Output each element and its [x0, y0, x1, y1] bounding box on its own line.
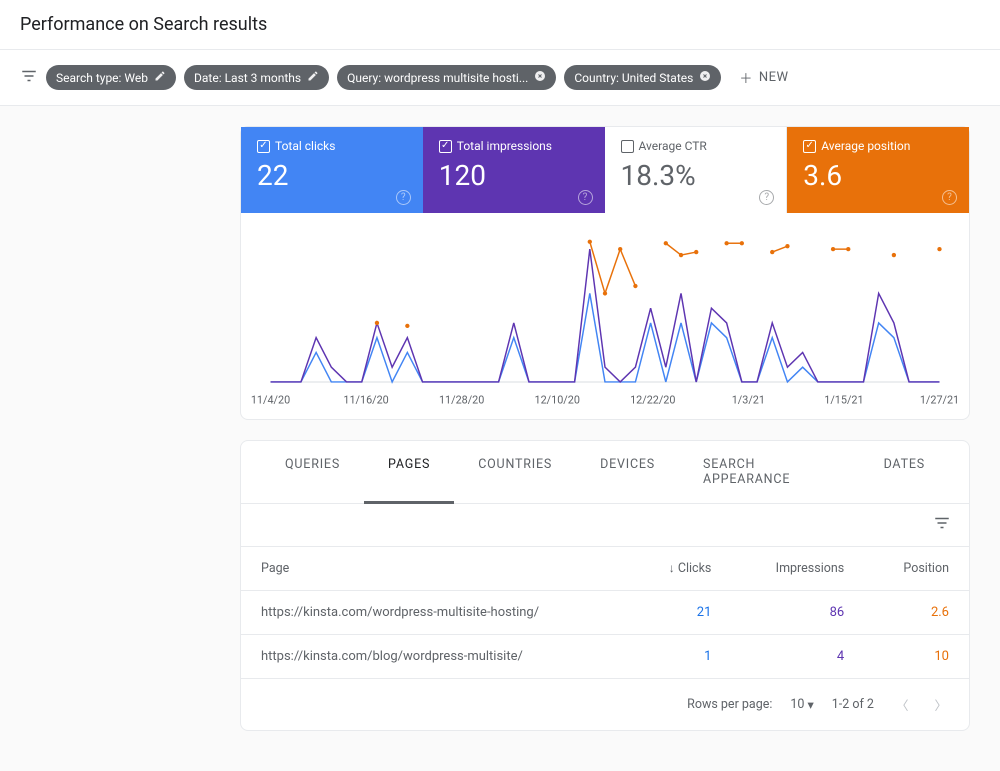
sort-arrow-icon: ↓	[669, 561, 675, 575]
next-page-button[interactable]: 〉	[930, 691, 951, 718]
new-label: NEW	[759, 70, 789, 85]
filter-chip[interactable]: Search type: Web	[46, 65, 176, 90]
svg-text:11/16/20: 11/16/20	[343, 394, 388, 407]
svg-text:1/27/21: 1/27/21	[920, 394, 959, 407]
rows-per-page-label: Rows per page:	[687, 697, 772, 712]
metric-value: 120	[439, 159, 589, 192]
rows-per-page-select[interactable]: 10 ▾	[790, 697, 813, 713]
checkbox-icon	[257, 140, 270, 153]
metric-label: Average CTR	[639, 139, 707, 153]
svg-text:12/22/20: 12/22/20	[630, 394, 675, 407]
chevron-down-icon: ▾	[807, 697, 813, 713]
filter-chip[interactable]: Date: Last 3 months	[184, 65, 329, 90]
cell-clicks: 1	[630, 635, 731, 679]
cell-impressions: 4	[731, 635, 864, 679]
chip-label: Country: United States	[574, 71, 693, 85]
help-icon[interactable]: ?	[759, 190, 774, 205]
column-header[interactable]: ↓ Clicks	[630, 547, 731, 591]
help-icon[interactable]: ?	[578, 190, 593, 205]
close-icon	[699, 70, 711, 85]
chip-label: Date: Last 3 months	[194, 71, 301, 85]
checkbox-icon	[621, 140, 634, 153]
close-icon	[534, 70, 546, 85]
tab-countries[interactable]: COUNTRIES	[454, 441, 576, 503]
svg-text:11/28/20: 11/28/20	[439, 394, 484, 407]
tab-devices[interactable]: DEVICES	[576, 441, 679, 503]
metric-card[interactable]: Total clicks 22?	[241, 127, 423, 213]
help-icon[interactable]: ?	[396, 190, 411, 205]
checkbox-icon	[803, 140, 816, 153]
filter-chip[interactable]: Query: wordpress multisite hosti...	[337, 65, 556, 90]
svg-text:1/15/21: 1/15/21	[824, 394, 863, 407]
svg-text:12/10/20: 12/10/20	[535, 394, 580, 407]
metric-card[interactable]: Total impressions 120?	[423, 127, 605, 213]
metric-value: 22	[257, 159, 407, 192]
table-footer: Rows per page: 10 ▾ 1-2 of 2 〈 〉	[241, 678, 969, 730]
tab-dates[interactable]: DATES	[860, 441, 949, 503]
data-table: Page↓ ClicksImpressionsPosition https://…	[241, 546, 969, 678]
content-area: Total clicks22?Total impressions120?Aver…	[0, 106, 1000, 771]
chart-area: 11/4/20 11/16/20 11/28/20 12/10/20 12/22/20 1…	[241, 213, 969, 419]
cell-position: 2.6	[864, 591, 969, 635]
chart-card: Total clicks22?Total impressions120?Aver…	[240, 126, 970, 420]
pencil-icon	[154, 70, 166, 85]
plus-icon: ＋	[739, 68, 753, 87]
cell-page: https://kinsta.com/blog/wordpress-multis…	[241, 635, 630, 679]
table-tabs: QUERIESPAGESCOUNTRIESDEVICESSEARCH APPEA…	[241, 441, 969, 504]
metric-label: Total clicks	[275, 139, 335, 153]
cell-position: 10	[864, 635, 969, 679]
metric-label: Total impressions	[457, 139, 552, 153]
pencil-icon	[307, 70, 319, 85]
column-header[interactable]: Position	[864, 547, 969, 591]
add-filter-button[interactable]: ＋ NEW	[729, 62, 798, 93]
filter-icon[interactable]	[20, 67, 38, 89]
rows-per-page-value: 10	[790, 697, 804, 712]
metric-card[interactable]: Average position 3.6?	[787, 127, 969, 213]
column-header[interactable]: Impressions	[731, 547, 864, 591]
svg-text:11/4/20: 11/4/20	[251, 394, 290, 407]
cell-clicks: 21	[630, 591, 731, 635]
metric-value: 3.6	[803, 159, 953, 192]
cell-page: https://kinsta.com/wordpress-multisite-h…	[241, 591, 630, 635]
svg-text:1/3/21: 1/3/21	[732, 394, 765, 407]
metric-value: 18.3%	[621, 159, 771, 192]
metric-card[interactable]: Average CTR 18.3%?	[605, 127, 788, 213]
prev-page-button[interactable]: 〈	[892, 691, 913, 718]
checkbox-icon	[439, 140, 452, 153]
tab-queries[interactable]: QUERIES	[261, 441, 364, 503]
page-range: 1-2 of 2	[832, 697, 874, 712]
filter-bar: Search type: Web Date: Last 3 months Query…	[0, 50, 1000, 106]
cell-impressions: 86	[731, 591, 864, 635]
table-row[interactable]: https://kinsta.com/wordpress-multisite-h…	[241, 591, 969, 635]
help-icon[interactable]: ?	[942, 190, 957, 205]
metric-label: Average position	[821, 139, 910, 153]
chip-label: Search type: Web	[56, 71, 148, 85]
tab-pages[interactable]: PAGES	[364, 441, 454, 504]
table-filter-icon[interactable]	[933, 514, 951, 536]
table-row[interactable]: https://kinsta.com/blog/wordpress-multis…	[241, 635, 969, 679]
column-header[interactable]: Page	[241, 547, 630, 591]
tab-search-appearance[interactable]: SEARCH APPEARANCE	[679, 441, 860, 503]
filter-chip[interactable]: Country: United States	[564, 65, 721, 90]
page-title: Performance on Search results	[0, 0, 1000, 50]
chip-label: Query: wordpress multisite hosti...	[347, 71, 528, 85]
table-card: QUERIESPAGESCOUNTRIESDEVICESSEARCH APPEA…	[240, 440, 970, 731]
